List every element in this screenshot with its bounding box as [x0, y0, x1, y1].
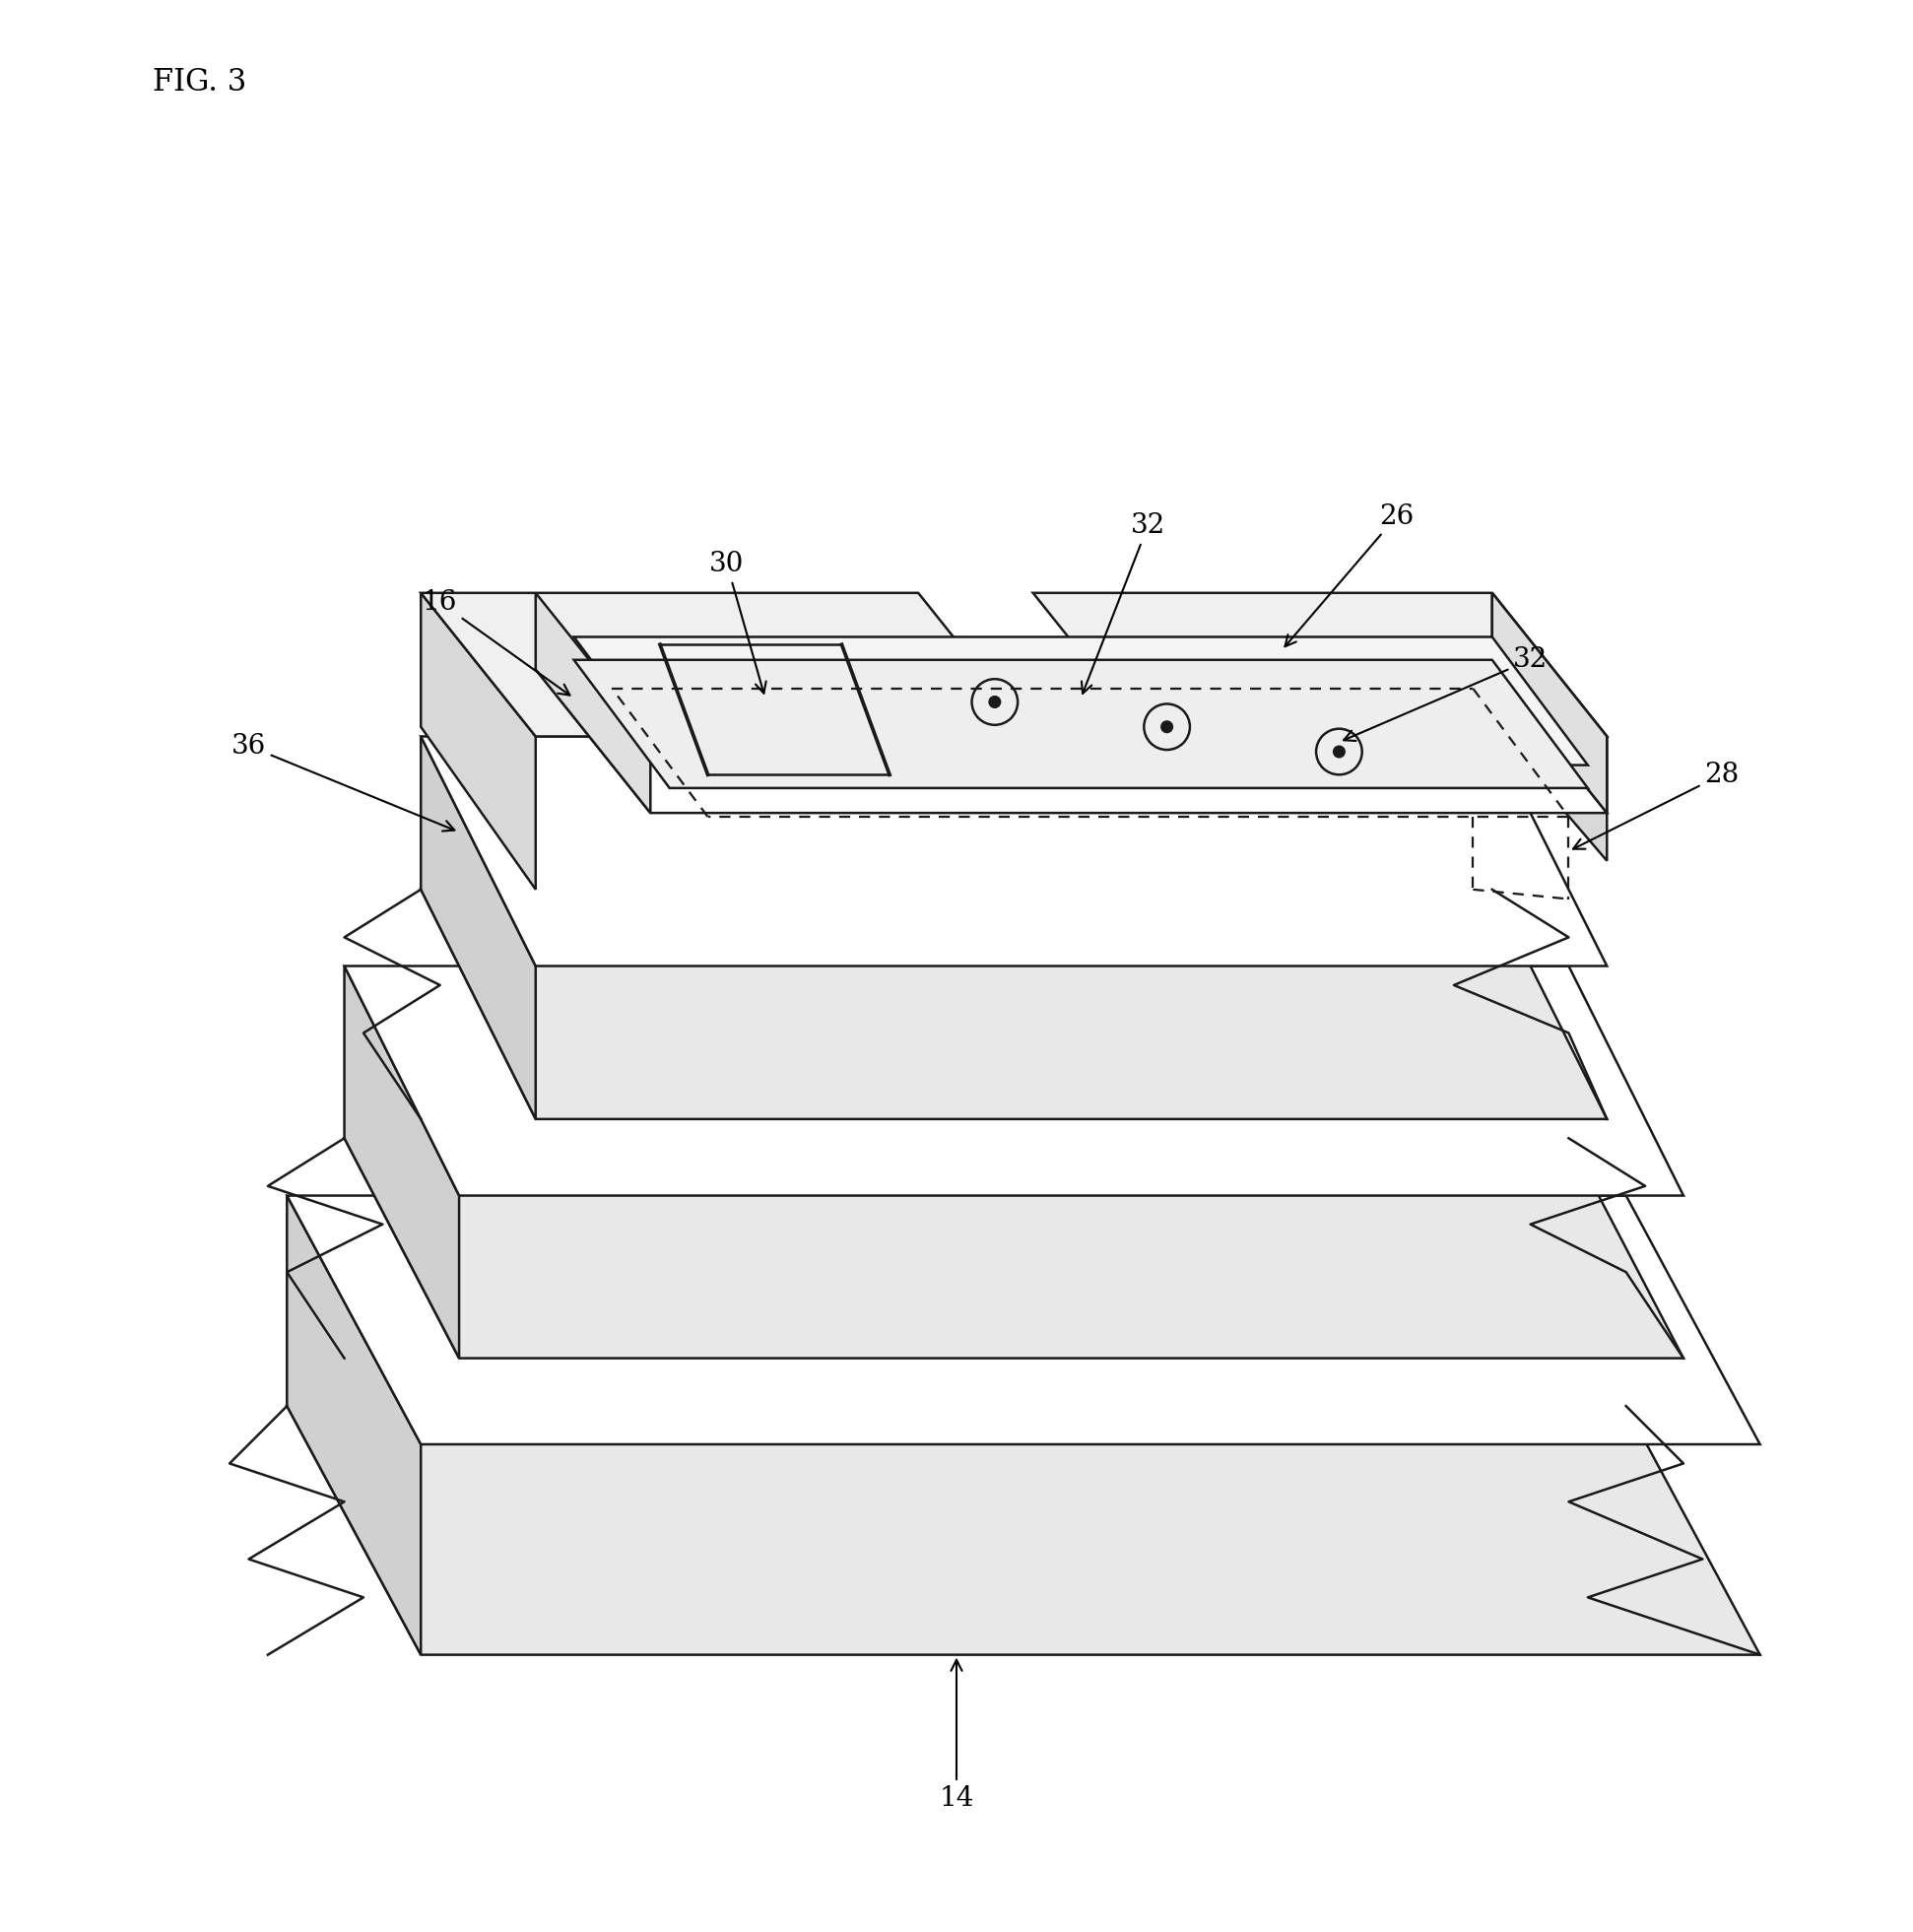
Text: FIG. 3: FIG. 3 — [153, 68, 247, 97]
Text: 32: 32 — [1081, 512, 1165, 694]
Polygon shape — [287, 1196, 1760, 1445]
Polygon shape — [421, 593, 1033, 736]
Polygon shape — [536, 593, 650, 813]
Polygon shape — [421, 889, 1607, 1119]
Polygon shape — [421, 736, 1607, 966]
Polygon shape — [344, 966, 1683, 1196]
Circle shape — [989, 696, 1000, 707]
Text: 32: 32 — [1343, 647, 1548, 740]
Polygon shape — [536, 670, 1607, 813]
Polygon shape — [287, 1196, 421, 1656]
Polygon shape — [574, 638, 1588, 765]
Polygon shape — [344, 966, 459, 1358]
Polygon shape — [1033, 593, 1607, 736]
Text: 16: 16 — [423, 589, 570, 696]
Text: 36: 36 — [231, 732, 455, 831]
Polygon shape — [287, 1406, 1760, 1656]
Circle shape — [1333, 746, 1345, 757]
Text: 14: 14 — [939, 1660, 974, 1812]
Polygon shape — [421, 593, 536, 889]
Polygon shape — [1492, 593, 1607, 813]
Polygon shape — [421, 736, 536, 1119]
Polygon shape — [344, 1138, 1683, 1358]
Text: 30: 30 — [710, 551, 765, 694]
Text: 28: 28 — [1572, 761, 1739, 848]
Text: 26: 26 — [1286, 502, 1414, 647]
Polygon shape — [574, 661, 1588, 788]
Polygon shape — [1492, 593, 1607, 862]
Circle shape — [1161, 721, 1173, 732]
